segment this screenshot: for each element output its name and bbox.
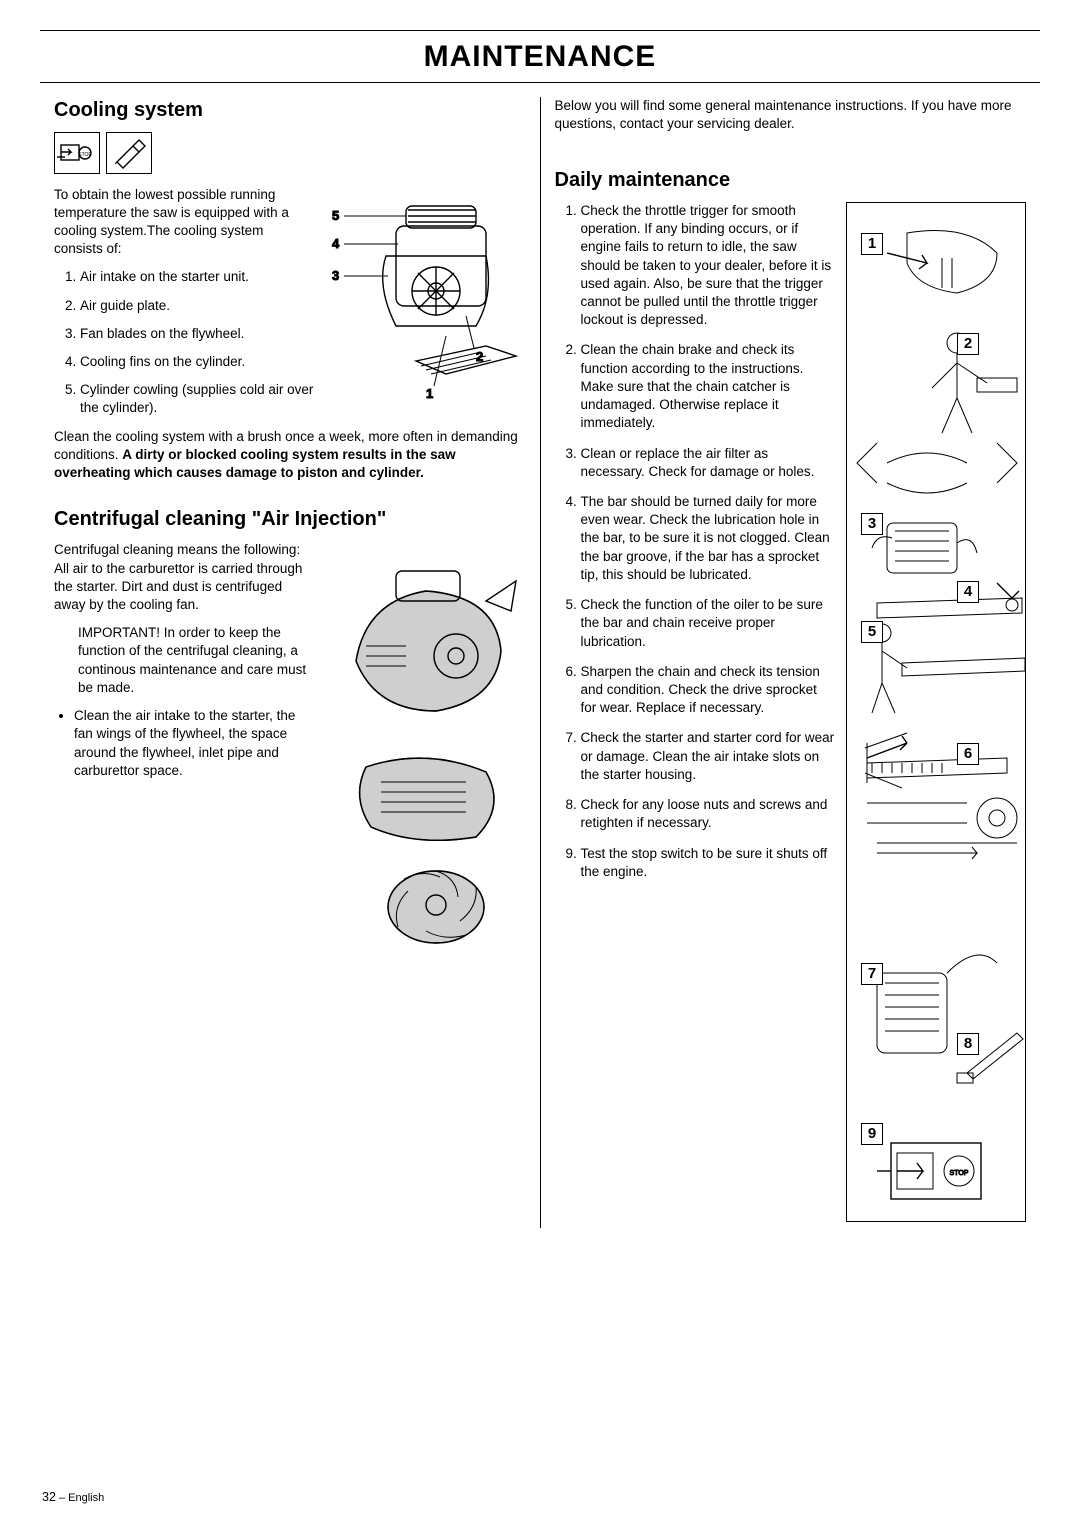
daily-diagram-label: 7 xyxy=(861,963,883,985)
cooling-icon-row: STOP xyxy=(54,132,526,174)
right-intro: Below you will find some general mainten… xyxy=(555,97,1027,133)
top-rule xyxy=(40,30,1040,31)
centrifugal-diagram-1 xyxy=(326,541,526,741)
daily-diagram-label: 8 xyxy=(957,1033,979,1055)
svg-text:1: 1 xyxy=(426,386,433,401)
left-column: Cooling system STOP xyxy=(40,97,541,1228)
footer-language: – English xyxy=(56,1492,104,1504)
daily-diagram-label: 6 xyxy=(957,743,979,765)
svg-text:4: 4 xyxy=(332,236,340,251)
daily-diagram-label: 1 xyxy=(861,233,883,255)
centrifugal-diagram-2 xyxy=(326,747,526,962)
cooling-heading: Cooling system xyxy=(54,97,526,124)
daily-diagram-label: 2 xyxy=(957,333,979,355)
svg-text:STOP: STOP xyxy=(78,152,92,158)
daily-diagram: STOP 123456789 xyxy=(846,202,1026,1222)
page-title: MAINTENANCE xyxy=(40,37,1040,83)
content-columns: Cooling system STOP xyxy=(40,97,1040,1228)
page-number: 32 xyxy=(42,1490,56,1504)
svg-text:2: 2 xyxy=(476,349,483,364)
daily-diagram-label: 3 xyxy=(861,513,883,535)
brush-icon xyxy=(106,132,152,174)
stop-switch-icon: STOP xyxy=(54,132,100,174)
svg-text:5: 5 xyxy=(332,208,339,223)
cooling-diagram: 5 4 3 1 2 xyxy=(326,186,526,411)
centrifugal-heading: Centrifugal cleaning "Air Injection" xyxy=(54,506,526,533)
daily-diagram-label: 9 xyxy=(861,1123,883,1145)
page-footer: 32 – English xyxy=(42,1489,104,1506)
daily-heading: Daily maintenance xyxy=(555,167,1027,194)
daily-diagram-label: 5 xyxy=(861,621,883,643)
cooling-warning: Clean the cooling system with a brush on… xyxy=(54,428,526,483)
right-column: Below you will find some general mainten… xyxy=(541,97,1041,1228)
daily-diagram-label: 4 xyxy=(957,581,979,603)
svg-text:3: 3 xyxy=(332,268,339,283)
